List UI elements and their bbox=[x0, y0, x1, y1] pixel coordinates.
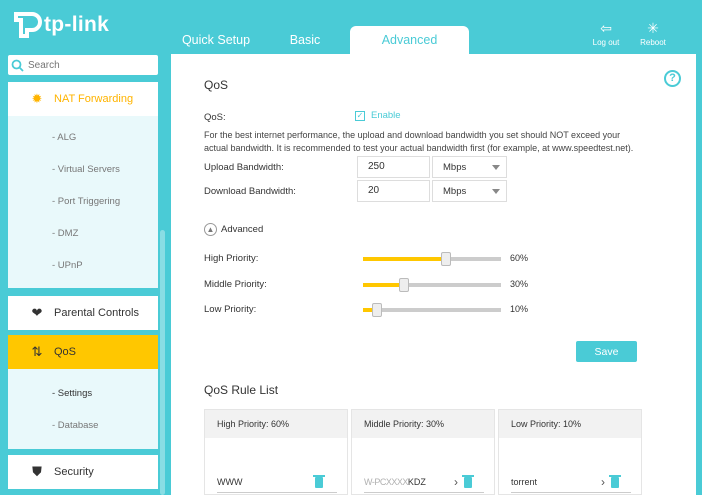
sidebar-item-qos[interactable]: ⇅ QoS bbox=[8, 335, 158, 369]
high-priority-value: 60% bbox=[510, 253, 529, 263]
slider-fill bbox=[363, 283, 405, 287]
rule-column-header: Middle Priority: 30% bbox=[352, 410, 494, 438]
low-priority-label: Low Priority: bbox=[204, 304, 257, 315]
advanced-toggle[interactable]: ▲ Advanced bbox=[204, 223, 263, 236]
high-priority-slider[interactable] bbox=[363, 252, 501, 266]
tp-link-logo-icon bbox=[14, 12, 42, 38]
sidebar-item-label: NAT Forwarding bbox=[54, 93, 134, 105]
gear-icon: ✹ bbox=[31, 91, 43, 106]
rule-name-obscured: W-PCXXXX bbox=[364, 477, 408, 487]
slider-handle[interactable] bbox=[371, 303, 382, 317]
tab-advanced[interactable]: Advanced bbox=[350, 26, 469, 54]
sidebar-item-label: Security bbox=[54, 466, 94, 478]
sidebar-qos-group: ⇅ QoS - Settings - Database bbox=[8, 335, 158, 449]
trash-icon[interactable] bbox=[462, 475, 474, 488]
updown-arrows-icon: ⇅ bbox=[31, 344, 43, 359]
sidebar-item-parental-controls[interactable]: ❤ Parental Controls bbox=[8, 296, 158, 330]
slider-handle[interactable] bbox=[440, 252, 451, 266]
chevron-up-icon: ▲ bbox=[204, 223, 217, 236]
high-priority-label: High Priority: bbox=[204, 253, 259, 264]
qos-label: QoS: bbox=[204, 112, 226, 123]
reboot-icon: ✳ bbox=[647, 20, 659, 36]
sidebar-subitem-virtual-servers[interactable]: - Virtual Servers bbox=[52, 163, 120, 175]
bandwidth-note: For the best internet performance, the u… bbox=[204, 130, 634, 153]
upload-label: Upload Bandwidth: bbox=[204, 162, 284, 173]
trash-icon[interactable] bbox=[313, 475, 325, 488]
sidebar-subitem-dmz[interactable]: - DMZ bbox=[52, 227, 79, 239]
rule-name: W-PCXXXXKDZ bbox=[364, 477, 426, 487]
rule-list-title: QoS Rule List bbox=[204, 383, 279, 397]
sidebar-subitem-settings[interactable]: - Settings bbox=[52, 387, 93, 399]
advanced-label: Advanced bbox=[221, 224, 264, 235]
upload-bandwidth-input[interactable]: 250 bbox=[357, 156, 430, 178]
middle-priority-label: Middle Priority: bbox=[204, 279, 267, 290]
sidebar-item-nat-forwarding[interactable]: ✹ NAT Forwarding bbox=[8, 82, 158, 116]
download-label: Download Bandwidth: bbox=[204, 186, 296, 197]
brand-name: tp-link bbox=[44, 13, 110, 36]
logout-label: Log out bbox=[592, 38, 620, 47]
tab-basic[interactable]: Basic bbox=[289, 33, 321, 47]
search-input[interactable] bbox=[28, 59, 148, 71]
low-priority-value: 10% bbox=[510, 304, 529, 314]
rule-column-header: Low Priority: 10% bbox=[499, 410, 641, 438]
middle-priority-slider[interactable] bbox=[363, 278, 501, 292]
rule-name: torrent bbox=[511, 477, 538, 487]
logout-button[interactable]: ⇦ Log out bbox=[586, 20, 626, 47]
sidebar-subitem-alg[interactable]: - ALG bbox=[52, 131, 77, 143]
qos-title: QoS bbox=[204, 78, 229, 92]
nat-submenu: - ALG - Virtual Servers - Port Triggerin… bbox=[8, 116, 158, 288]
rule-column-header: High Priority: 60% bbox=[205, 410, 347, 438]
middle-priority-value: 30% bbox=[510, 279, 529, 289]
sidebar-security-group: ⛊ Security bbox=[8, 455, 158, 489]
sidebar-scrollbar[interactable] bbox=[160, 230, 165, 495]
trash-icon[interactable] bbox=[609, 475, 621, 488]
download-bandwidth-input[interactable]: 20 bbox=[357, 180, 430, 202]
tab-quick-setup[interactable]: Quick Setup bbox=[181, 33, 251, 47]
sidebar-parental-group: ❤ Parental Controls bbox=[8, 296, 158, 330]
slider-fill bbox=[363, 308, 377, 312]
sidebar-item-security[interactable]: ⛊ Security bbox=[8, 455, 158, 489]
help-icon[interactable]: ? bbox=[664, 70, 681, 87]
tp-link-logo: tp-link bbox=[8, 8, 109, 42]
list-item[interactable]: W-PCXXXXKDZ › bbox=[364, 475, 484, 493]
upload-unit-select[interactable]: Mbps bbox=[432, 156, 507, 178]
chevron-right-icon[interactable]: › bbox=[454, 475, 458, 489]
reboot-button[interactable]: ✳ Reboot bbox=[633, 20, 673, 47]
rule-column-low: Low Priority: 10% torrent › bbox=[498, 409, 642, 495]
logout-icon: ⇦ bbox=[600, 20, 612, 36]
slider-fill bbox=[363, 257, 446, 261]
chevron-right-icon[interactable]: › bbox=[601, 475, 605, 489]
list-item[interactable]: WWW bbox=[217, 475, 337, 493]
heart-icon: ❤ bbox=[31, 305, 43, 320]
shield-icon: ⛊ bbox=[32, 464, 42, 479]
rule-name-suffix: KDZ bbox=[407, 477, 426, 487]
download-unit-select[interactable]: Mbps bbox=[432, 180, 507, 202]
search-icon bbox=[11, 59, 24, 72]
rule-name: WWW bbox=[217, 477, 243, 487]
list-item[interactable]: torrent › bbox=[511, 475, 631, 493]
sidebar-item-label: QoS bbox=[54, 346, 77, 358]
sidebar-subitem-port-triggering[interactable]: - Port Triggering bbox=[52, 195, 121, 207]
qos-submenu: - Settings - Database bbox=[8, 369, 158, 449]
rule-column-high: High Priority: 60% WWW bbox=[204, 409, 348, 495]
sidebar-item-label: Parental Controls bbox=[54, 307, 139, 319]
checkmark-icon: ✓ bbox=[355, 110, 365, 121]
reboot-label: Reboot bbox=[640, 38, 666, 47]
sidebar-subitem-upnp[interactable]: - UPnP bbox=[52, 259, 83, 271]
rule-column-middle: Middle Priority: 30% W-PCXXXXKDZ › bbox=[351, 409, 495, 495]
enable-label: Enable bbox=[371, 110, 401, 121]
low-priority-slider[interactable] bbox=[363, 303, 501, 317]
sidebar-subitem-database[interactable]: - Database bbox=[52, 419, 99, 431]
slider-handle[interactable] bbox=[399, 278, 410, 292]
search-box bbox=[8, 55, 158, 75]
top-tabs: Quick Setup Basic Advanced bbox=[170, 26, 469, 54]
save-button[interactable]: Save bbox=[576, 341, 637, 362]
qos-enable-checkbox[interactable]: ✓ Enable bbox=[355, 110, 401, 121]
sidebar-nat-group: ✹ NAT Forwarding - ALG - Virtual Servers… bbox=[8, 82, 158, 288]
